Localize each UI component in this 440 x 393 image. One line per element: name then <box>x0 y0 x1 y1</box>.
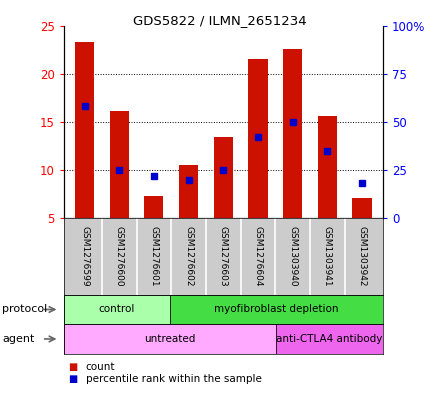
Text: GSM1303941: GSM1303941 <box>323 226 332 287</box>
Text: myofibroblast depletion: myofibroblast depletion <box>214 305 339 314</box>
Bar <box>75 42 94 218</box>
Text: ■: ■ <box>68 374 77 384</box>
Bar <box>170 295 383 324</box>
Text: control: control <box>99 305 135 314</box>
Text: protocol: protocol <box>2 305 48 314</box>
Text: percentile rank within the sample: percentile rank within the sample <box>86 374 262 384</box>
Text: anti-CTLA4 antibody: anti-CTLA4 antibody <box>276 334 383 344</box>
Text: GSM1303940: GSM1303940 <box>288 226 297 287</box>
Text: untreated: untreated <box>144 334 196 344</box>
Bar <box>276 324 383 354</box>
Text: GSM1276604: GSM1276604 <box>253 226 263 286</box>
Bar <box>110 111 129 218</box>
Bar <box>249 59 268 218</box>
Text: GSM1276600: GSM1276600 <box>115 226 124 287</box>
Bar <box>64 324 276 354</box>
Text: GSM1276599: GSM1276599 <box>80 226 89 287</box>
Text: GDS5822 / ILMN_2651234: GDS5822 / ILMN_2651234 <box>133 14 307 27</box>
Text: count: count <box>86 362 115 373</box>
Bar <box>318 116 337 218</box>
Text: GSM1276602: GSM1276602 <box>184 226 193 286</box>
Bar <box>352 198 371 218</box>
Text: ■: ■ <box>68 362 77 373</box>
Bar <box>64 295 170 324</box>
Text: GSM1303942: GSM1303942 <box>357 226 367 286</box>
Bar <box>179 165 198 218</box>
Text: GSM1276601: GSM1276601 <box>150 226 158 287</box>
Text: agent: agent <box>2 334 35 344</box>
Text: GSM1276603: GSM1276603 <box>219 226 228 287</box>
Bar <box>283 49 302 218</box>
Bar <box>144 196 164 218</box>
Bar <box>214 137 233 218</box>
